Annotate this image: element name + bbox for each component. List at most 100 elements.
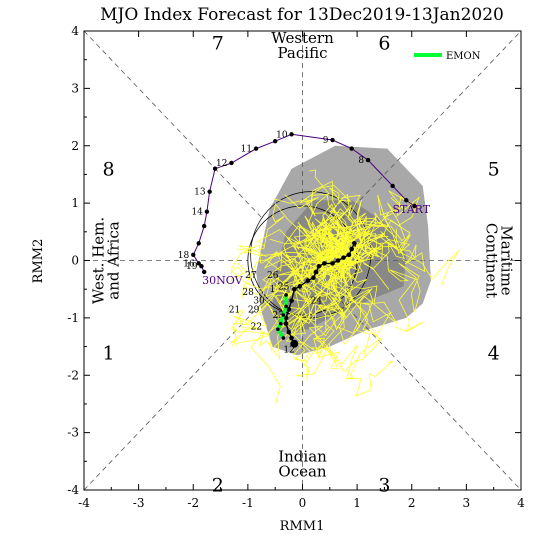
- x-tick-label: 3: [463, 496, 471, 510]
- observed-point: [412, 203, 417, 209]
- ensemble-member-line: [344, 224, 371, 357]
- forecast-day-label: 12: [283, 345, 294, 355]
- y-tick-label: 2: [71, 139, 79, 153]
- emon-point: [281, 313, 286, 317]
- forecast-day-label: 26: [267, 271, 279, 281]
- observed-day-label: 11: [241, 145, 252, 155]
- forecast-mean-point: [286, 329, 292, 335]
- forecast-mean-point: [341, 255, 346, 260]
- chart-title: MJO Index Forecast for 13Dec2019-13Jan20…: [100, 5, 504, 25]
- ensemble-member-line: [335, 264, 393, 397]
- forecast-mean-point: [283, 315, 289, 321]
- region-label-line: Continent: [483, 223, 501, 298]
- phase-label: 5: [488, 159, 500, 181]
- observed-point: [207, 189, 212, 194]
- region-label-line: West. Hem.: [89, 217, 107, 304]
- forecast-mean-point: [316, 263, 322, 269]
- y-tick-label: 0: [71, 254, 79, 268]
- observed-day-label: 12: [216, 159, 227, 169]
- observed-day-label: 18: [178, 251, 190, 261]
- phase-label: 4: [488, 342, 500, 364]
- ensemble-member-line: [305, 194, 348, 260]
- x-tick-label: 2: [408, 496, 416, 510]
- forecast-day-label: 27: [245, 271, 257, 281]
- observed-point: [191, 252, 196, 257]
- region-label-line: and Africa: [104, 221, 122, 299]
- x-axis-label: RMM1: [280, 519, 325, 534]
- phase-label: 2: [212, 474, 224, 496]
- legend: EMON: [414, 51, 481, 62]
- y-tick-label: -1: [67, 311, 79, 325]
- ensemble-member-line: [353, 215, 411, 265]
- x-tick-label: -4: [78, 496, 90, 510]
- forecast-mean-point: [289, 335, 294, 341]
- observed-point: [253, 146, 259, 151]
- ensemble-member-line: [357, 233, 424, 333]
- ensemble-member-line: [287, 260, 351, 380]
- x-tick-label: -3: [133, 496, 145, 510]
- ensemble-member-line: [354, 202, 406, 253]
- region-label-line: Pacific: [278, 44, 328, 62]
- x-tick-label: 4: [517, 496, 525, 510]
- phase-label: 8: [103, 159, 115, 181]
- y-tick-label: -2: [67, 368, 79, 382]
- forecast-mean-point: [311, 275, 316, 281]
- observed-point: [201, 269, 207, 275]
- forecast-mean-point: [286, 306, 292, 312]
- phase-diagonal-line: [340, 30, 522, 221]
- ensemble-member-line: [296, 251, 383, 377]
- forecast-mean-point: [335, 258, 341, 263]
- forecast-mean-point: [305, 278, 311, 283]
- phase-label: 3: [378, 474, 390, 496]
- forecast-mean-point: [292, 286, 297, 292]
- x-tick-label: -1: [242, 496, 254, 510]
- observed-point: [196, 241, 201, 246]
- observed-point: [201, 223, 207, 229]
- observed-day-label: 13: [194, 188, 206, 198]
- x-tick-label: 1: [353, 496, 361, 510]
- ensemble-member-line: [283, 225, 359, 265]
- phase-label: 6: [378, 32, 390, 54]
- forecast-final-point: [290, 339, 299, 348]
- forecast-mean-point: [297, 284, 303, 289]
- observed-day-label: 16: [183, 259, 195, 269]
- forecast-day-label: 21: [229, 305, 240, 315]
- forecast-mean-point: [352, 240, 357, 246]
- observed-point: [204, 209, 210, 214]
- observed-point: [349, 146, 354, 151]
- ensemble-member-line: [317, 249, 355, 320]
- y-tick-label: -4: [67, 483, 79, 497]
- forecast-mean-point: [322, 261, 327, 266]
- emon-point: [284, 293, 288, 297]
- observed-point: [330, 137, 335, 143]
- observed-start-label: START: [392, 203, 430, 216]
- observed-day-label: 8: [358, 156, 364, 166]
- forecast-mean-point: [346, 252, 352, 258]
- forecast-mean-point: [289, 298, 294, 303]
- ensemble-member-line: [307, 220, 392, 335]
- region-label-line: Indian: [278, 448, 327, 466]
- legend-label: EMON: [446, 51, 481, 62]
- observed-end-label: 30NOV: [202, 274, 243, 287]
- emon-point: [276, 327, 280, 332]
- forecast-day-label: 1: [270, 285, 276, 295]
- x-tick-label: -2: [187, 496, 199, 510]
- observed-point: [272, 138, 278, 144]
- region-label-line: Western: [271, 29, 334, 47]
- observed-day-label: 9: [323, 136, 329, 146]
- observed-day-label: 14: [191, 208, 203, 218]
- region-label: West. Hem.and Africa: [89, 217, 122, 304]
- ensemble-member-line: [342, 231, 460, 285]
- observed-point: [212, 166, 218, 171]
- forecast-day-label: 30: [253, 297, 265, 307]
- forecast-mean-point: [349, 246, 354, 252]
- forecast-mean-point: [313, 269, 319, 275]
- forecast-mean-point: [283, 321, 289, 326]
- forecast-mean-point: [330, 261, 335, 266]
- ensemble-member-line: [233, 247, 360, 347]
- ensemble-member-line: [322, 203, 405, 269]
